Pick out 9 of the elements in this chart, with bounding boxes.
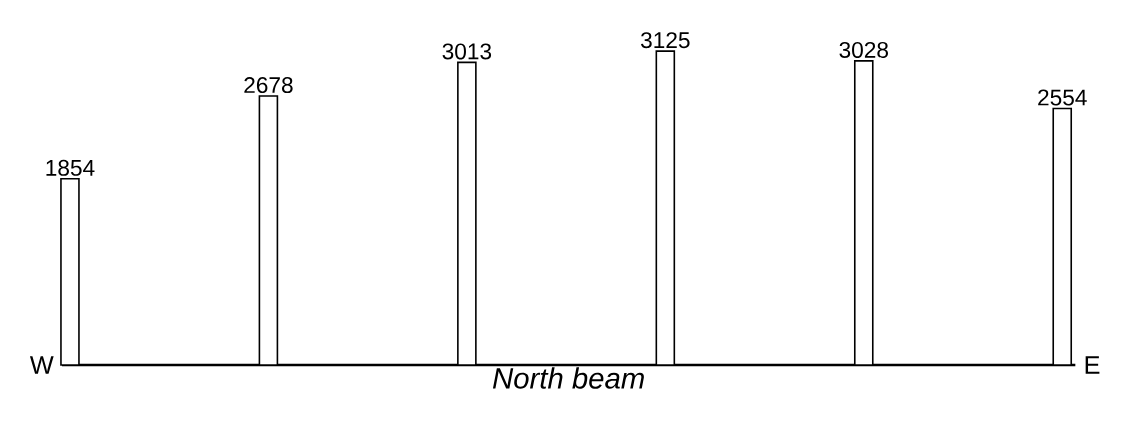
text: W: [29, 356, 54, 374]
data-label: 2678: [244, 77, 293, 94]
data-label: 3125: [640, 32, 690, 49]
data-label: 3028: [839, 41, 888, 58]
x-axis-title: North beam: [492, 367, 644, 389]
data-label: 2554: [1038, 89, 1087, 106]
text: E: [1085, 356, 1100, 374]
data-label: 1854: [46, 159, 95, 176]
data-label: 3013: [442, 43, 492, 60]
